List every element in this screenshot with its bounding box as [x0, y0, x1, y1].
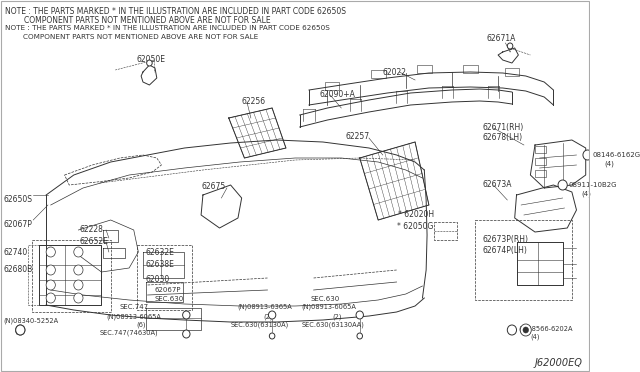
Text: SEC.630: SEC.630: [155, 296, 184, 302]
Text: N: N: [18, 327, 22, 333]
Text: SEC.630(63130A): SEC.630(63130A): [230, 321, 289, 327]
Text: 62257: 62257: [346, 132, 370, 141]
Text: SEC.747(74630A): SEC.747(74630A): [100, 330, 158, 337]
Circle shape: [74, 280, 83, 290]
Text: COMPONENT PARTS NOT MENTIONED ABOVE ARE NOT FOR SALE: COMPONENT PARTS NOT MENTIONED ABOVE ARE …: [4, 16, 270, 25]
Bar: [475, 220, 572, 300]
Text: NOTE : THE PARTS MARKED * IN THE ILLUSTRATION ARE INCLUDED IN PART CODE 62650S: NOTE : THE PARTS MARKED * IN THE ILLUSTR…: [4, 25, 330, 31]
Text: S: S: [510, 327, 514, 333]
Bar: [535, 146, 546, 153]
Circle shape: [16, 325, 25, 335]
Circle shape: [46, 265, 55, 275]
Text: (6): (6): [136, 322, 146, 328]
Text: 62090+A: 62090+A: [319, 90, 355, 99]
Text: 62067P: 62067P: [155, 287, 182, 293]
Text: (2): (2): [15, 327, 24, 334]
Circle shape: [269, 333, 275, 339]
Bar: [504, 68, 519, 76]
Text: (S)08566-6202A: (S)08566-6202A: [518, 325, 573, 331]
Circle shape: [182, 330, 190, 338]
Text: 62680B: 62680B: [4, 265, 33, 274]
Text: 62740: 62740: [4, 248, 28, 257]
Bar: [136, 245, 192, 310]
Text: 62030: 62030: [146, 275, 170, 284]
Text: 62673P(RH): 62673P(RH): [483, 235, 529, 244]
Circle shape: [583, 150, 592, 160]
Text: SEC.630: SEC.630: [311, 296, 340, 302]
Circle shape: [46, 247, 55, 257]
Text: (N)08913-6365A: (N)08913-6365A: [237, 304, 292, 311]
Text: 62671(RH): 62671(RH): [483, 123, 524, 132]
Text: J62000EQ: J62000EQ: [535, 358, 583, 368]
Text: 62067P: 62067P: [4, 220, 33, 229]
Circle shape: [74, 265, 83, 275]
Text: 62652E: 62652E: [79, 237, 108, 246]
Circle shape: [523, 327, 529, 333]
Text: (2): (2): [332, 313, 342, 320]
Text: COMPONENT PARTS NOT MENTIONED ABOVE ARE NOT FOR SALE: COMPONENT PARTS NOT MENTIONED ABOVE ARE …: [4, 34, 258, 40]
Text: (4): (4): [581, 190, 591, 196]
Bar: [535, 170, 546, 177]
Text: 62678(LH): 62678(LH): [483, 133, 522, 142]
Circle shape: [74, 293, 83, 303]
Bar: [463, 65, 478, 73]
Circle shape: [182, 311, 190, 319]
Text: 62650S: 62650S: [4, 195, 33, 204]
Text: 62228: 62228: [79, 225, 103, 234]
Text: NOTE : THE PARTS MARKED * IN THE ILLUSTRATION ARE INCLUDED IN PART CODE 62650S: NOTE : THE PARTS MARKED * IN THE ILLUSTR…: [4, 7, 346, 16]
Text: 62675: 62675: [201, 182, 225, 191]
Text: 62632E: 62632E: [146, 248, 175, 257]
Circle shape: [508, 43, 513, 49]
Text: SEC.630(63130AA): SEC.630(63130AA): [301, 321, 365, 327]
Circle shape: [16, 325, 25, 335]
Text: (4): (4): [531, 334, 540, 340]
Circle shape: [508, 325, 516, 335]
Text: 08911-10B2G: 08911-10B2G: [568, 182, 617, 188]
Text: (2): (2): [263, 313, 273, 320]
Text: N: N: [18, 327, 22, 333]
Text: (N)08913-6065A: (N)08913-6065A: [301, 304, 356, 311]
Bar: [371, 70, 385, 78]
Bar: [417, 65, 431, 73]
Text: 62638E: 62638E: [146, 260, 175, 269]
Text: (4): (4): [604, 160, 614, 167]
Text: 62671A: 62671A: [486, 34, 515, 43]
Text: 62674P(LH): 62674P(LH): [483, 246, 527, 255]
Text: * 62020H: * 62020H: [399, 210, 435, 219]
Text: 08146-6162G: 08146-6162G: [592, 152, 640, 158]
Circle shape: [357, 333, 362, 339]
Text: (N)08913-6065A: (N)08913-6065A: [106, 313, 161, 320]
Circle shape: [147, 60, 152, 66]
Circle shape: [520, 324, 531, 336]
Circle shape: [46, 280, 55, 290]
Bar: [324, 82, 339, 90]
Text: * 62050G: * 62050G: [397, 222, 433, 231]
Circle shape: [268, 311, 276, 319]
Bar: [32, 240, 111, 312]
Circle shape: [558, 180, 567, 190]
Circle shape: [74, 247, 83, 257]
Text: B: B: [586, 153, 589, 157]
Text: SEC.747: SEC.747: [120, 304, 149, 310]
Text: (N)08340-5252A: (N)08340-5252A: [4, 318, 59, 324]
Circle shape: [46, 293, 55, 303]
Text: 62050E: 62050E: [136, 55, 166, 64]
Text: 62256: 62256: [242, 97, 266, 106]
Text: 62673A: 62673A: [483, 180, 512, 189]
Text: N: N: [561, 183, 565, 187]
Circle shape: [356, 311, 364, 319]
Bar: [535, 158, 546, 165]
Text: 62022: 62022: [383, 68, 407, 77]
